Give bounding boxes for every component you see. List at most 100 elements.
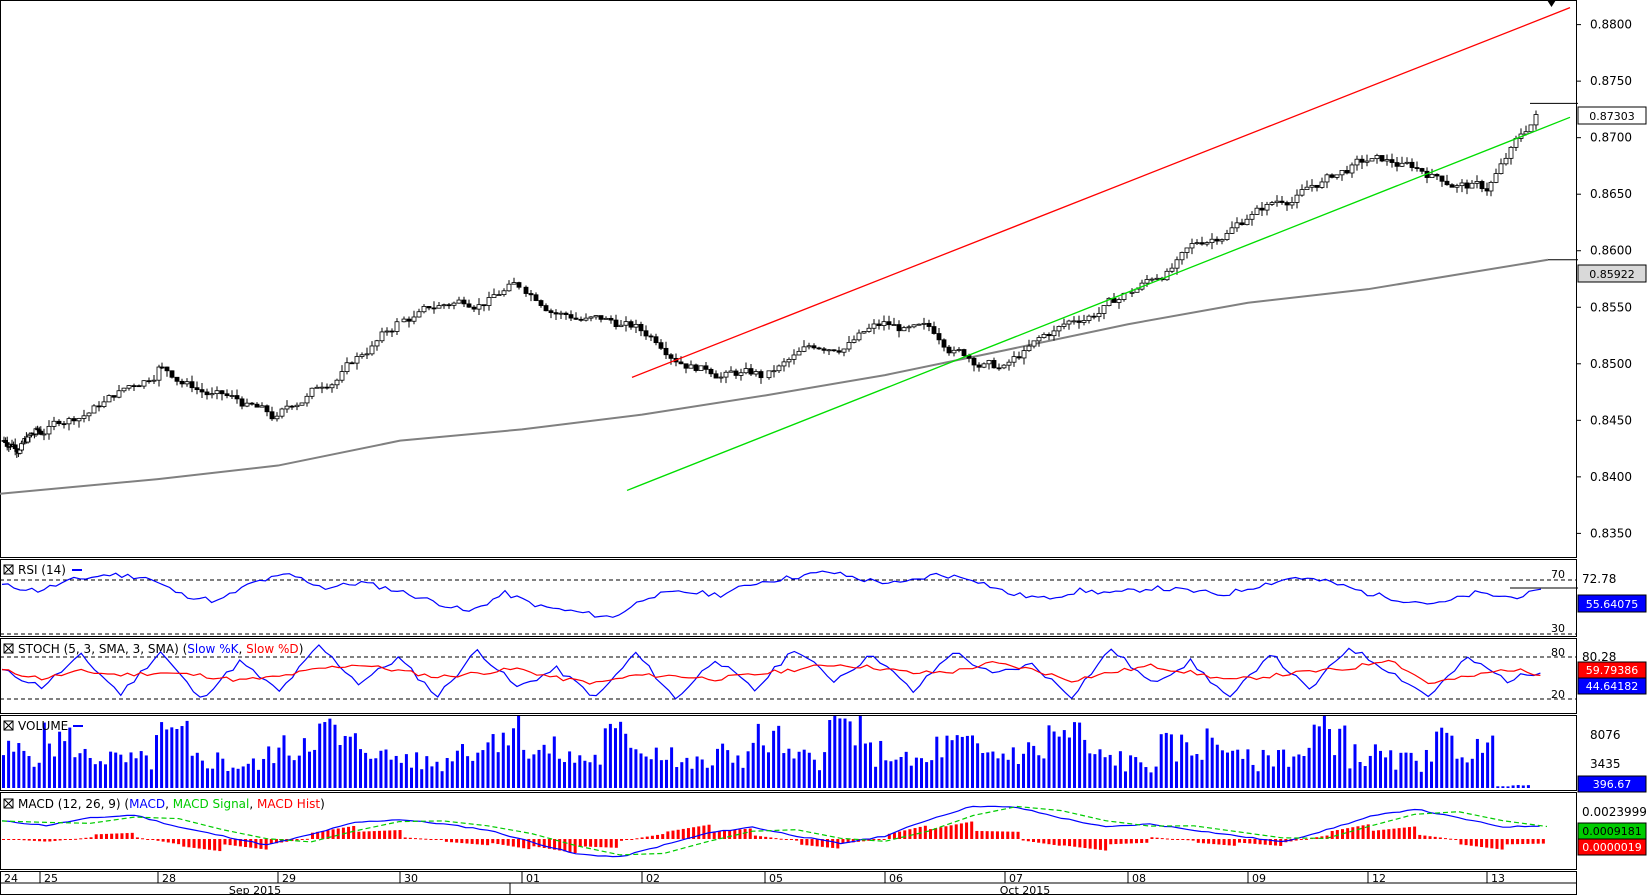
macd-hist-bar xyxy=(738,829,742,839)
macd-hist-bar xyxy=(1135,839,1138,844)
candle-body xyxy=(1169,267,1175,272)
volume-bar xyxy=(665,759,668,788)
candle-body xyxy=(796,350,802,356)
macd-hist-bar xyxy=(1145,839,1149,843)
candle-body xyxy=(728,370,734,373)
volume-bar xyxy=(639,753,643,788)
macd-hist-bar xyxy=(661,834,665,839)
candle-body xyxy=(523,286,529,294)
x-day-label: 01 xyxy=(526,872,540,885)
volume-bar xyxy=(904,751,908,788)
candle-body xyxy=(1106,297,1112,306)
candle-body xyxy=(41,433,47,436)
macd-hist-bar xyxy=(1485,839,1489,848)
macd-hist-bar xyxy=(1335,830,1339,839)
macd-hist-bar xyxy=(1006,831,1010,839)
volume-bar xyxy=(88,757,92,788)
volume-bar xyxy=(165,729,169,788)
volume-bar xyxy=(471,760,475,788)
macd-hist-bar xyxy=(32,839,36,841)
candle-body xyxy=(926,322,932,327)
macd-hist-bar xyxy=(1392,828,1396,839)
macd-hist-bar xyxy=(1500,839,1504,850)
candle-body xyxy=(349,362,355,365)
candle-body xyxy=(329,384,335,389)
volume-bar xyxy=(705,767,709,788)
close-box-icon[interactable] xyxy=(3,798,14,809)
macd-hist-bar xyxy=(444,839,448,842)
candle-body xyxy=(1229,227,1235,234)
candle-body xyxy=(289,405,295,408)
candle-body xyxy=(1379,155,1385,162)
macd-hist-bar xyxy=(244,839,248,848)
macd-hist-bar xyxy=(120,833,124,839)
volume-bar xyxy=(455,750,459,788)
svg-text:0.85922: 0.85922 xyxy=(1589,268,1635,281)
close-box-icon[interactable] xyxy=(3,720,14,731)
macd-hist-bar xyxy=(17,839,21,840)
macd-hist-bar xyxy=(990,831,994,839)
lower-channel-trend-line xyxy=(626,116,1571,492)
macd-hist-bar xyxy=(213,839,217,851)
macd-hist-bar xyxy=(130,832,134,839)
candle-body xyxy=(1354,158,1360,166)
volume-bar xyxy=(1343,725,1347,788)
volume-bar xyxy=(1129,755,1133,788)
macd-hist-bar xyxy=(254,839,258,849)
candle-body xyxy=(1249,214,1255,220)
candle-body xyxy=(1419,168,1425,172)
volume-bar xyxy=(425,756,429,788)
candle-body xyxy=(1234,222,1240,229)
volume-bar xyxy=(338,744,342,788)
candle-body xyxy=(179,380,185,385)
x-day-label: 25 xyxy=(44,872,58,885)
macd-hist-bar xyxy=(1248,839,1252,844)
candle-body xyxy=(1503,157,1509,165)
volume-bar xyxy=(109,751,113,788)
x-day-label: 12 xyxy=(1372,872,1386,885)
candle-body xyxy=(259,405,265,408)
candle-body xyxy=(718,376,724,379)
macd-hist-bar xyxy=(640,837,644,839)
volume-bar xyxy=(1083,739,1087,788)
volume-bar xyxy=(481,750,485,788)
volume-bar xyxy=(863,743,867,788)
macd-hist-bar xyxy=(753,835,757,839)
volume-bar xyxy=(22,750,26,788)
volume-bar xyxy=(78,753,82,788)
volume-bar xyxy=(195,752,199,788)
svg-text:0.87303: 0.87303 xyxy=(1589,110,1635,123)
volume-bar xyxy=(144,755,148,788)
macd-hist-bar xyxy=(12,839,16,840)
macd-hist-bar xyxy=(424,838,428,840)
candle-body xyxy=(563,312,569,315)
volume-bar xyxy=(384,749,388,788)
macd-hist-bar xyxy=(1068,839,1072,847)
stoch-d-line xyxy=(1,659,1541,685)
macd-hist-bar xyxy=(414,838,417,840)
close-box-icon[interactable] xyxy=(3,564,14,575)
close-box-icon[interactable] xyxy=(3,643,14,654)
macd-hist-bar xyxy=(496,839,500,845)
volume-bar xyxy=(731,762,735,788)
candle-body xyxy=(1259,207,1265,211)
candle-body xyxy=(683,363,689,369)
candle-body xyxy=(1374,155,1380,160)
macd-hist-bar xyxy=(547,839,551,849)
volume-axis-label: 3435 xyxy=(1590,757,1621,771)
candle-body xyxy=(334,379,340,386)
volume-bar xyxy=(573,762,577,788)
macd-hist-bar xyxy=(357,831,361,839)
volume-bar xyxy=(1241,758,1245,788)
volume-bar xyxy=(333,724,337,788)
candle-body xyxy=(116,390,122,398)
volume-bar xyxy=(1134,757,1138,788)
macd-hist-bar xyxy=(1150,837,1154,839)
price-tick-label: 0.8450 xyxy=(1590,413,1632,427)
macd-hist-current-label: 0.0000019 xyxy=(1577,838,1647,856)
macd-hist-bar xyxy=(645,836,649,839)
rsi-line xyxy=(1,570,1542,618)
volume-bar xyxy=(47,743,51,788)
x-day-label: 13 xyxy=(1491,872,1505,885)
volume-bar xyxy=(369,758,373,788)
